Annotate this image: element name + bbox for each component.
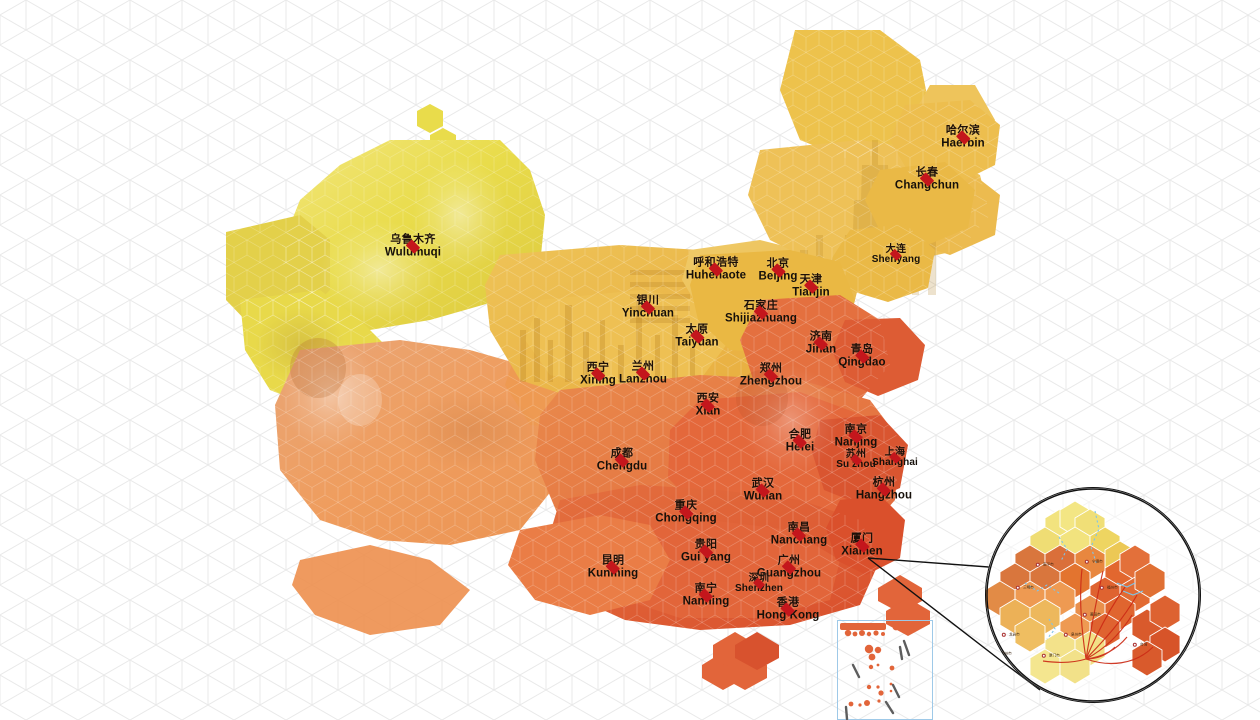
city-label-chongqing[interactable]: 重庆Chongqing <box>655 500 717 526</box>
city-label-taiyuan[interactable]: 太原Taiyuan <box>675 324 718 350</box>
city-label-xining[interactable]: 西宁Xining <box>580 362 616 388</box>
city-label-hefei[interactable]: 合肥Hefei <box>786 429 815 455</box>
south-china-sea-inset[interactable] <box>837 620 933 720</box>
south-china-sea-islands <box>840 622 921 720</box>
city-label-wulumuqi[interactable]: 乌鲁木齐Wulumuqi <box>385 234 441 260</box>
city-label-hong-kong[interactable]: 香港 Hong Kong <box>757 597 820 623</box>
city-label-nanning[interactable]: 南宁Nanning <box>683 583 730 609</box>
city-label-hangzhou[interactable]: 杭州Hangzhou <box>856 477 912 503</box>
magnifier-ring[interactable] <box>985 487 1201 703</box>
city-label-yinchuan[interactable]: 银川Yinchuan <box>622 295 674 321</box>
city-label-wuhan[interactable]: 武汉Wuhan <box>744 478 783 504</box>
city-label-haerbin[interactable]: 哈尔滨Haerbin <box>941 125 985 151</box>
city-label-nanjing[interactable]: 南京Nanjing <box>835 424 878 450</box>
city-label-shenyang[interactable]: 大连Shenyang <box>872 244 921 265</box>
city-label-jinan[interactable]: 济南Jinan <box>806 331 837 357</box>
city-label-qingdao[interactable]: 青岛Qingdao <box>838 344 885 370</box>
city-label-kunming[interactable]: 昆明Kunming <box>588 555 639 581</box>
city-label-xian[interactable]: 西安Xian <box>696 393 721 419</box>
city-label-su-zhou[interactable]: 苏州Su zhou <box>836 449 876 470</box>
city-label-chengdu[interactable]: 成都Chengdu <box>597 448 648 474</box>
city-label-tianjin[interactable]: 天津Tianjin <box>792 274 830 300</box>
city-label-gui-yang[interactable]: 贵阳Gui yang <box>681 539 731 565</box>
city-label-shijiazhuang[interactable]: 石家庄Shijiazhuang <box>725 300 797 326</box>
city-label-lanzhou[interactable]: 兰州Lanzhou <box>619 361 667 387</box>
city-label-shenzhen[interactable]: 深圳Shenzhen <box>735 573 783 594</box>
city-label-zhengzhou[interactable]: 郑州Zhengzhou <box>740 363 802 389</box>
city-label-huhehaote[interactable]: 呼和浩特Huhehaote <box>686 257 746 283</box>
city-label-nanchang[interactable]: 南昌Nanchang <box>771 522 827 548</box>
city-label-xiamen[interactable]: 厦门Xiamen <box>841 533 883 559</box>
city-label-changchun[interactable]: 长春Changchun <box>895 167 959 193</box>
city-label-shanghai[interactable]: 上海Shanghai <box>872 447 918 468</box>
